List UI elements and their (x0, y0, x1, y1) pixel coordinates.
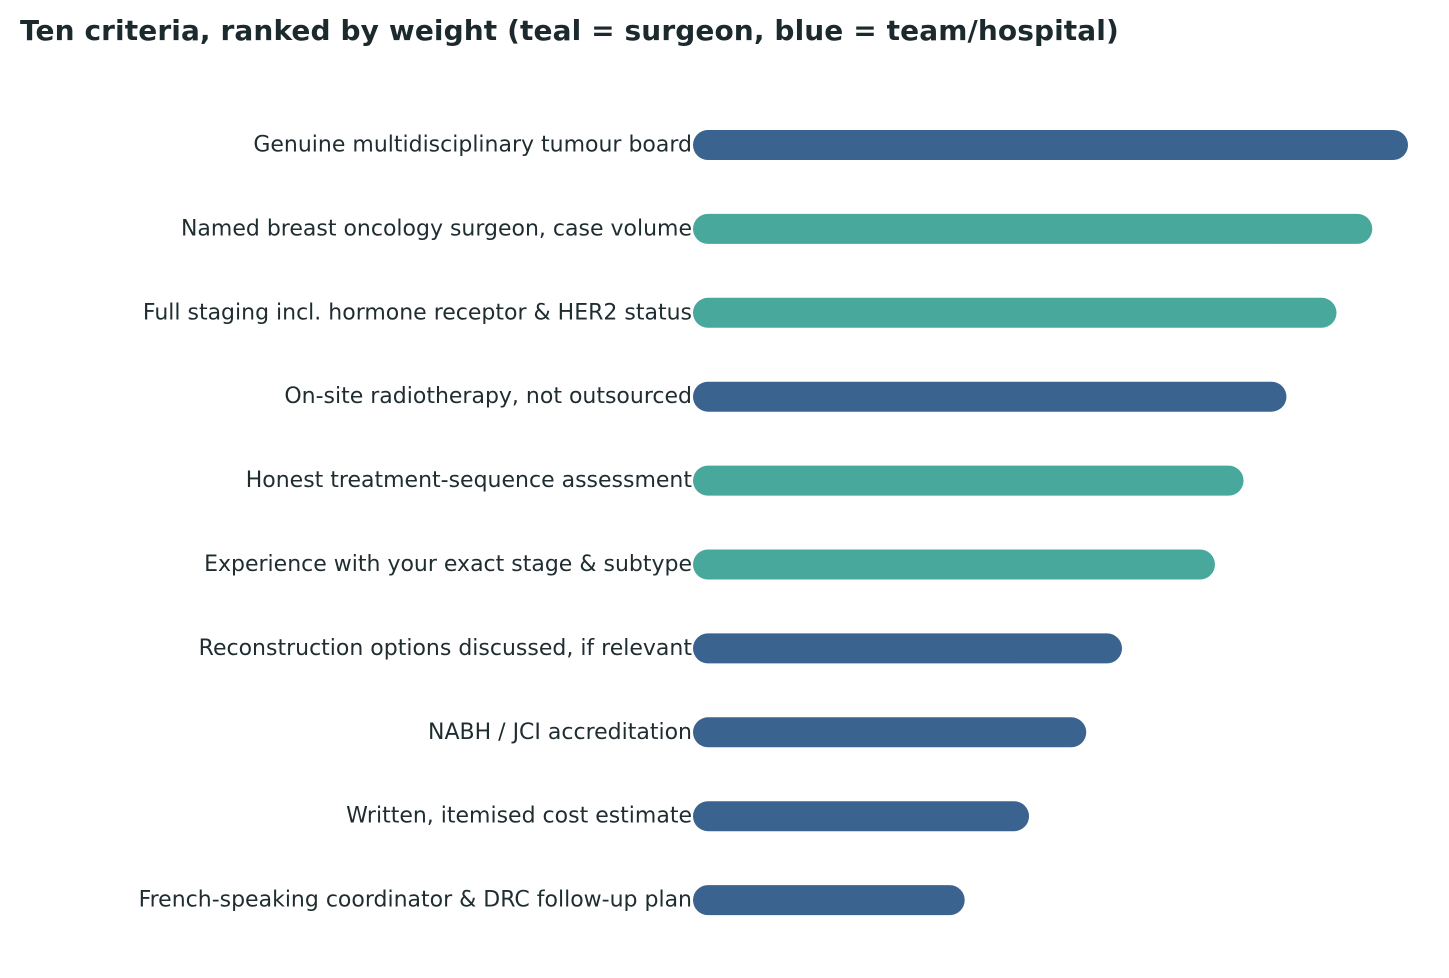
category-label: French-speaking coordinator & DRC follow… (139, 888, 692, 913)
bar-surgeon (693, 549, 1215, 580)
category-label: Reconstruction options discussed, if rel… (199, 636, 693, 661)
bar-team (693, 717, 1087, 748)
category-label: Full staging incl. hormone receptor & HE… (143, 300, 692, 325)
category-label: Experience with your exact stage & subty… (204, 552, 692, 577)
category-label: NABH / JCI accreditation (428, 720, 692, 745)
bar-surgeon (693, 213, 1373, 244)
category-label: Written, itemised cost estimate (346, 804, 692, 829)
category-label: Honest treatment-sequence assessment (246, 468, 693, 493)
bars (693, 130, 1408, 916)
chart-title: Ten criteria, ranked by weight (teal = s… (20, 14, 1119, 47)
bar-team (693, 633, 1122, 664)
bar-team (693, 381, 1287, 412)
bar-surgeon (693, 297, 1337, 328)
bar-surgeon (693, 465, 1244, 496)
bar-team (693, 885, 965, 916)
bar-team (693, 130, 1408, 160)
category-label: Genuine multidisciplinary tumour board (253, 133, 692, 158)
category-label: On-site radiotherapy, not outsourced (284, 384, 692, 409)
category-labels: Genuine multidisciplinary tumour board Na… (139, 133, 693, 913)
bar-team (693, 801, 1030, 832)
category-label: Named breast oncology surgeon, case volu… (181, 216, 692, 241)
